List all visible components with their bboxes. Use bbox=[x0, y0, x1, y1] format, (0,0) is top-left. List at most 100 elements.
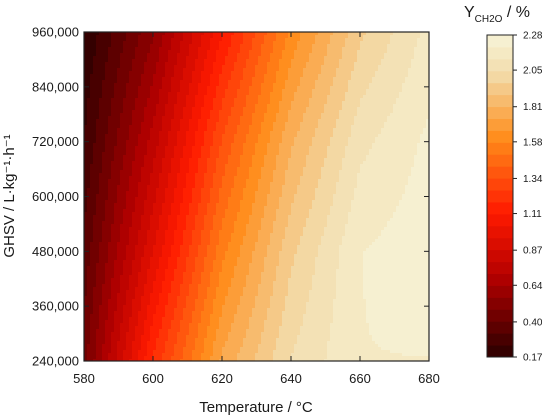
contour-cell bbox=[96, 41, 100, 45]
contour-cell bbox=[417, 44, 421, 48]
contour-cell bbox=[192, 35, 196, 39]
contour-cell bbox=[246, 62, 250, 66]
contour-cell bbox=[366, 32, 370, 36]
contour-cell bbox=[225, 44, 229, 48]
contour-bands bbox=[84, 32, 429, 361]
contour-cell bbox=[411, 35, 415, 39]
contour-cell bbox=[348, 59, 352, 63]
contour-cell bbox=[96, 50, 100, 54]
contour-cell bbox=[132, 35, 136, 39]
contour-cell bbox=[264, 41, 268, 45]
contour-cell bbox=[96, 62, 100, 66]
contour-cell bbox=[147, 47, 151, 51]
contour-cell bbox=[243, 32, 247, 36]
contour-cell bbox=[276, 62, 280, 66]
contour-cell bbox=[273, 35, 277, 39]
contour-cell bbox=[288, 35, 292, 39]
contour-cell bbox=[198, 41, 202, 45]
contour-cell bbox=[228, 56, 232, 60]
contour-cell bbox=[339, 41, 343, 45]
contour-cell bbox=[366, 38, 370, 42]
contour-cell bbox=[237, 59, 241, 63]
contour-cell bbox=[249, 44, 253, 48]
contour-cell bbox=[378, 56, 382, 60]
contour-cell bbox=[111, 38, 115, 42]
contour-cell bbox=[300, 32, 304, 36]
contour-cell bbox=[126, 50, 130, 54]
contour-cell bbox=[270, 50, 274, 54]
contour-cell bbox=[363, 35, 367, 39]
contour-cell bbox=[330, 32, 334, 36]
contour-cell bbox=[159, 53, 163, 57]
contour-cell bbox=[201, 44, 205, 48]
contour-cell bbox=[168, 32, 172, 36]
contour-cell bbox=[174, 35, 178, 39]
contour-cell bbox=[93, 59, 97, 63]
contour-cell bbox=[243, 50, 247, 54]
contour-cell bbox=[108, 35, 112, 39]
contour-cell bbox=[258, 53, 262, 57]
contour-cell bbox=[324, 47, 328, 51]
contour-cell bbox=[150, 56, 154, 60]
contour-cell bbox=[417, 53, 421, 57]
contour-cell bbox=[348, 50, 352, 54]
contour-cell bbox=[417, 56, 421, 60]
contour-cell bbox=[405, 59, 409, 63]
contour-cell bbox=[210, 35, 214, 39]
contour-cell bbox=[156, 41, 160, 45]
contour-cell bbox=[276, 35, 280, 39]
contour-cell bbox=[87, 44, 91, 48]
contour-cell bbox=[279, 41, 283, 45]
contour-cell bbox=[345, 38, 349, 42]
contour-cell bbox=[399, 38, 403, 42]
contour-cell bbox=[402, 44, 406, 48]
contour-cell bbox=[153, 32, 157, 36]
contour-cell bbox=[327, 38, 331, 42]
contour-cell bbox=[267, 38, 271, 42]
contour-cell bbox=[318, 44, 322, 48]
contour-cell bbox=[390, 32, 394, 36]
contour-cell bbox=[282, 62, 286, 66]
contour-cell bbox=[216, 47, 220, 51]
contour-cell bbox=[342, 62, 346, 66]
contour-cell bbox=[237, 38, 241, 42]
contour-cell bbox=[186, 59, 190, 63]
contour-cell bbox=[357, 47, 361, 51]
contour-cell bbox=[123, 47, 127, 51]
contour-cell bbox=[90, 44, 94, 48]
contour-cell bbox=[300, 59, 304, 63]
contour-cell bbox=[405, 50, 409, 54]
contour-cell bbox=[402, 32, 406, 36]
contour-cell bbox=[168, 50, 172, 54]
contour-cell bbox=[165, 62, 169, 66]
contour-cell bbox=[234, 38, 238, 42]
contour-cell bbox=[279, 35, 283, 39]
contour-cell bbox=[162, 53, 166, 57]
contour-cell bbox=[177, 53, 181, 57]
contour-cell bbox=[408, 47, 412, 51]
contour-cell bbox=[246, 56, 250, 60]
contour-cell bbox=[261, 50, 265, 54]
contour-cell bbox=[243, 53, 247, 57]
contour-cell bbox=[423, 47, 427, 51]
contour-cell bbox=[159, 41, 163, 45]
contour-cell bbox=[279, 53, 283, 57]
contour-cell bbox=[258, 35, 262, 39]
contour-cell bbox=[384, 38, 388, 42]
contour-cell bbox=[399, 56, 403, 60]
contour-cell bbox=[180, 38, 184, 42]
contour-cell bbox=[399, 47, 403, 51]
contour-cell bbox=[135, 41, 139, 45]
contour-cell bbox=[195, 50, 199, 54]
contour-cell bbox=[273, 38, 277, 42]
contour-cell bbox=[372, 35, 376, 39]
contour-cell bbox=[408, 41, 412, 45]
contour-cell bbox=[276, 41, 280, 45]
contour-cell bbox=[150, 47, 154, 51]
contour-cell bbox=[123, 38, 127, 42]
contour-cell bbox=[387, 47, 391, 51]
contour-cell bbox=[243, 59, 247, 63]
contour-cell bbox=[375, 56, 379, 60]
contour-cell bbox=[417, 50, 421, 54]
contour-cell bbox=[333, 62, 337, 66]
